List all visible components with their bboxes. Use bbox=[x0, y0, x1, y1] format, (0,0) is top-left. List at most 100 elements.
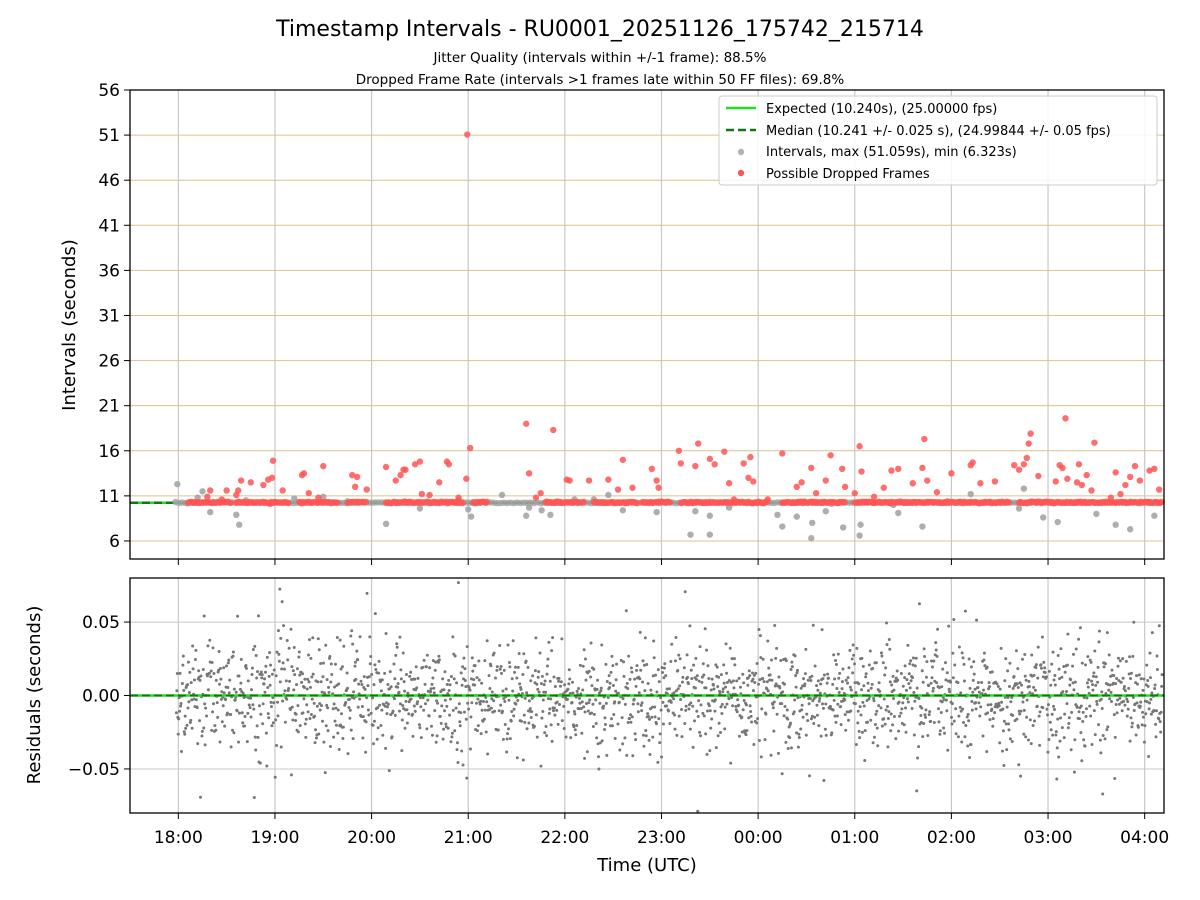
residual-point bbox=[834, 663, 838, 667]
residual-point bbox=[448, 713, 452, 717]
residual-point bbox=[505, 737, 509, 741]
residual-point bbox=[669, 659, 673, 663]
residual-point bbox=[764, 712, 768, 716]
residual-point bbox=[817, 699, 821, 703]
residual-point bbox=[968, 686, 972, 690]
residual-point bbox=[1121, 657, 1125, 661]
residual-point bbox=[485, 700, 489, 704]
dropped-frame-point bbox=[839, 465, 846, 473]
residual-point bbox=[644, 728, 648, 732]
dropped-frame-point bbox=[851, 489, 858, 497]
residual-point bbox=[631, 754, 635, 758]
residual-point bbox=[261, 722, 265, 726]
legend: Expected (10.240s), (25.00000 fps) Media… bbox=[718, 95, 1158, 186]
residual-point bbox=[266, 685, 270, 689]
residual-point bbox=[611, 683, 615, 687]
residual-point bbox=[898, 714, 902, 718]
residual-point bbox=[269, 663, 273, 667]
residual-point bbox=[838, 671, 842, 675]
residual-point bbox=[641, 659, 645, 663]
residual-point bbox=[202, 614, 206, 618]
residual-point bbox=[502, 696, 506, 700]
residual-point bbox=[1026, 738, 1030, 742]
residual-point bbox=[715, 665, 719, 669]
residual-point bbox=[535, 735, 539, 739]
residual-point bbox=[986, 703, 990, 707]
residual-point bbox=[488, 686, 492, 690]
residual-point bbox=[1104, 691, 1108, 695]
dropped-frame-point bbox=[402, 466, 409, 473]
residual-point bbox=[1032, 673, 1036, 677]
residual-point bbox=[643, 636, 647, 640]
residual-point bbox=[194, 698, 198, 702]
residual-point bbox=[251, 648, 255, 652]
residual-point bbox=[732, 657, 736, 661]
x-tick-label: 00:00 bbox=[734, 828, 783, 848]
residual-point bbox=[527, 721, 531, 725]
residual-point bbox=[699, 703, 703, 707]
residual-point bbox=[1034, 666, 1038, 670]
residual-point bbox=[438, 714, 442, 718]
residual-point bbox=[341, 736, 345, 740]
residual-point bbox=[267, 674, 271, 678]
residual-point bbox=[293, 673, 297, 677]
residual-point bbox=[754, 671, 758, 675]
residual-point bbox=[737, 734, 741, 738]
residual-point bbox=[1103, 662, 1107, 666]
dropped-frame-point bbox=[566, 477, 573, 484]
residual-point bbox=[285, 639, 289, 643]
residual-point bbox=[726, 690, 730, 694]
residual-point bbox=[909, 679, 913, 683]
residual-point bbox=[1083, 744, 1087, 748]
residual-point bbox=[689, 701, 693, 705]
residual-point bbox=[877, 704, 881, 708]
dropped-frame-point bbox=[268, 474, 276, 482]
residual-point bbox=[641, 680, 645, 684]
chart-subtitle-jitter: Jitter Quality (intervals within +/-1 fr… bbox=[433, 50, 767, 66]
residual-point bbox=[473, 664, 477, 668]
residual-point bbox=[279, 636, 283, 640]
residual-point bbox=[854, 691, 858, 695]
residual-point bbox=[967, 657, 971, 661]
residual-point bbox=[495, 668, 499, 672]
residual-point bbox=[616, 691, 620, 695]
residual-point bbox=[246, 711, 250, 715]
residual-point bbox=[674, 689, 678, 693]
residual-point bbox=[256, 670, 260, 674]
residual-point bbox=[455, 741, 459, 745]
residual-point bbox=[706, 664, 710, 668]
residual-point bbox=[1096, 665, 1100, 669]
residual-point bbox=[327, 685, 331, 689]
residual-point bbox=[904, 688, 908, 692]
residual-point bbox=[535, 682, 539, 686]
residual-point bbox=[1158, 720, 1162, 724]
residual-point bbox=[573, 728, 577, 732]
legend-median-label: Median (10.241 +/- 0.025 s), (24.99844 +… bbox=[766, 124, 1111, 139]
residual-point bbox=[231, 728, 235, 732]
residual-point bbox=[462, 710, 466, 714]
residual-point bbox=[1050, 712, 1054, 716]
residual-point bbox=[464, 717, 468, 721]
residual-point bbox=[261, 702, 265, 706]
residual-point bbox=[507, 698, 511, 702]
interval-point bbox=[547, 511, 554, 519]
residual-point bbox=[250, 666, 254, 670]
residual-point bbox=[498, 667, 502, 671]
interval-point bbox=[725, 504, 733, 511]
residual-point bbox=[1018, 681, 1022, 685]
residual-point bbox=[349, 634, 353, 638]
residual-point bbox=[240, 711, 244, 715]
residual-point bbox=[949, 715, 953, 719]
residual-point bbox=[831, 682, 835, 686]
residual-point bbox=[1141, 710, 1145, 714]
dropped-frame-point bbox=[1078, 481, 1086, 489]
residual-point bbox=[813, 715, 817, 719]
residual-point bbox=[179, 704, 183, 708]
residual-point bbox=[1055, 777, 1059, 781]
residual-point bbox=[210, 660, 214, 664]
residual-point bbox=[215, 701, 219, 705]
residual-point bbox=[579, 706, 583, 710]
residual-point bbox=[583, 756, 587, 760]
residual-point bbox=[339, 723, 343, 727]
residual-point bbox=[965, 715, 969, 719]
